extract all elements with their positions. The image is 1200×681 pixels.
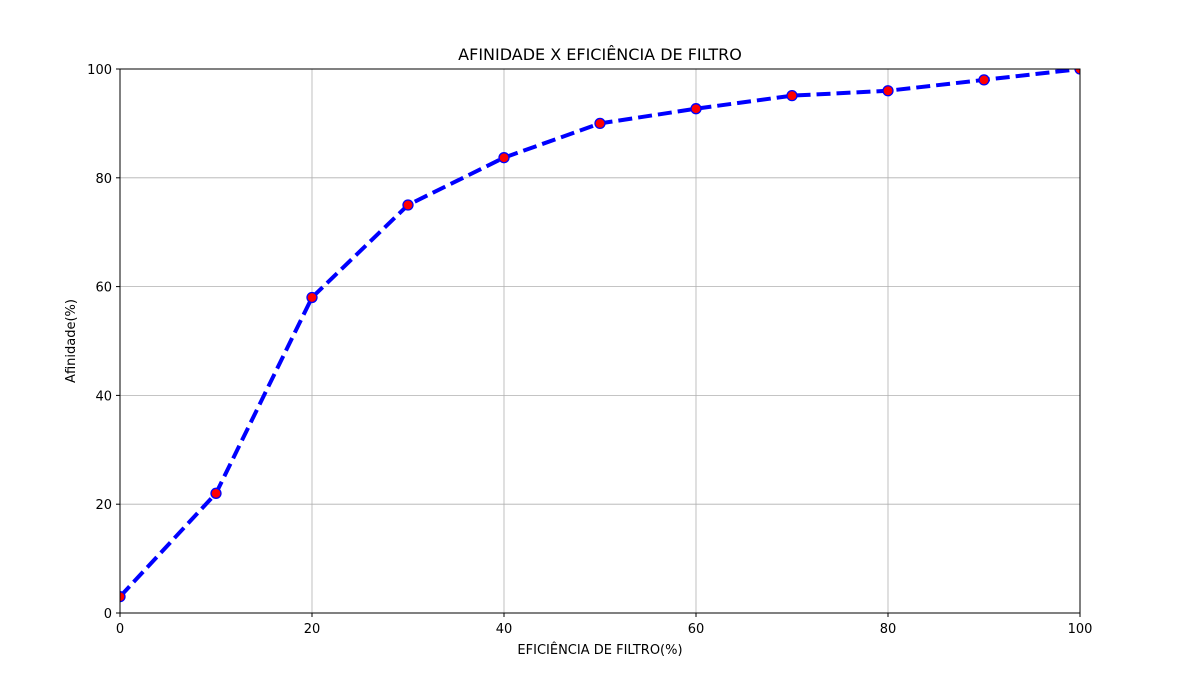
data-point <box>978 74 990 86</box>
plot-area <box>120 69 1080 603</box>
y-tick-label: 60 <box>95 281 112 296</box>
y-tick-label: 100 <box>87 63 112 78</box>
series-markers <box>120 69 1080 603</box>
y-tick-label: 0 <box>104 607 112 622</box>
x-axis-ticks: 0 20 40 60 80 100 <box>116 613 1093 637</box>
data-point <box>1074 69 1080 75</box>
data-point <box>690 103 702 115</box>
data-point <box>120 591 126 603</box>
data-point <box>594 117 606 130</box>
data-point <box>786 90 798 102</box>
x-tick-label: 60 <box>688 622 705 637</box>
chart-title: AFINIDADE X EFICIÊNCIA DE FILTRO <box>458 45 742 64</box>
y-axis-ticks: 0 20 40 60 80 100 <box>87 63 120 622</box>
data-point <box>306 291 318 304</box>
x-tick-label: 40 <box>496 622 513 637</box>
x-tick-label: 0 <box>116 622 124 637</box>
x-axis-label: EFICIÊNCIA DE FILTRO(%) <box>517 642 682 658</box>
data-point <box>882 85 894 97</box>
x-tick-label: 20 <box>304 622 321 637</box>
data-point <box>402 199 414 211</box>
x-tick-label: 100 <box>1068 622 1093 637</box>
y-tick-label: 80 <box>95 172 112 187</box>
axes-frame <box>119 68 1081 614</box>
data-point <box>498 152 510 164</box>
y-tick-label: 20 <box>95 498 112 513</box>
data-point <box>210 487 222 499</box>
y-tick-label: 40 <box>95 389 112 404</box>
x-tick-label: 80 <box>880 622 897 637</box>
y-axis-label: Afinidade(%) <box>64 299 79 383</box>
